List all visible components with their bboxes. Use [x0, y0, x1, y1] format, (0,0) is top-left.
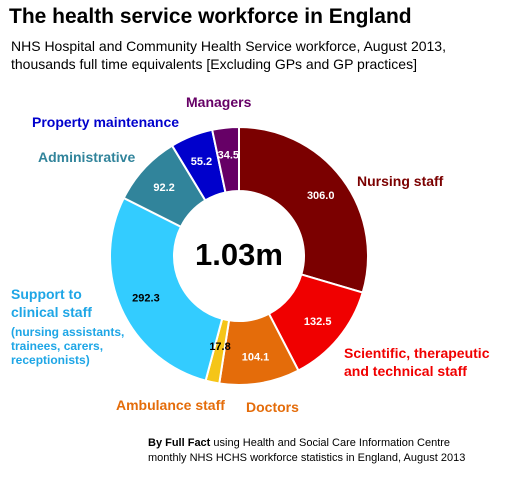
value-label-administrative: 92.2: [153, 182, 174, 194]
value-label-support-to-clinical-staff: 292.3: [132, 293, 160, 305]
category-label-support-to-clinical-staff: Support to clinical staff (nursing assista…: [11, 286, 124, 367]
donut-value-labels: 306.0 132.5 104.1 17.8 292.3 92.2 55.2 34.5: [132, 150, 334, 364]
value-label-scientific-therapeutic-and-technical-staff: 132.5: [304, 316, 332, 328]
value-label-doctors: 104.1: [242, 352, 270, 364]
slice-support-to-clinical-staff: [109, 196, 224, 382]
slice-nursing-staff: [238, 125, 369, 294]
category-label-property-maintenance: Property maintenance: [32, 114, 179, 130]
chart-title: The health service workforce in England: [9, 5, 412, 28]
category-label-nursing-staff: Nursing staff: [357, 173, 444, 189]
chart-subtitle: NHS Hospital and Community Health Servic…: [11, 37, 446, 73]
donut-slices: [109, 125, 369, 386]
credit-line-2: monthly NHS HCHS workforce statistics in…: [148, 452, 466, 464]
category-label-ambulance-staff: Ambulance staff: [116, 397, 225, 413]
donut-center-label: 1.03m: [195, 237, 283, 272]
subtitle-line-1: NHS Hospital and Community Health Servic…: [11, 38, 446, 54]
category-label-managers: Managers: [186, 94, 252, 110]
category-label-doctors: Doctors: [246, 399, 299, 415]
value-label-ambulance-staff: 17.8: [209, 341, 230, 353]
credit-line-1: using Health and Social Care Information…: [210, 437, 451, 449]
subtitle-line-2: thousands full time equivalents [Excludi…: [11, 56, 417, 72]
value-label-nursing-staff: 306.0: [307, 190, 335, 202]
category-label-administrative: Administrative: [38, 149, 135, 165]
donut-category-labels: Nursing staff Scientific, therapeutic and …: [11, 94, 490, 415]
credit-author: By Full Fact: [148, 437, 211, 449]
slice-managers: [210, 125, 240, 194]
value-label-property-maintenance: 55.2: [191, 156, 212, 168]
category-label-scientific-therapeutic-and-technical-staff: Scientific, therapeutic and technical sta…: [344, 345, 490, 379]
value-label-managers: 34.5: [218, 150, 239, 162]
source-credit: By Full Fact using Health and Social Car…: [148, 436, 465, 466]
